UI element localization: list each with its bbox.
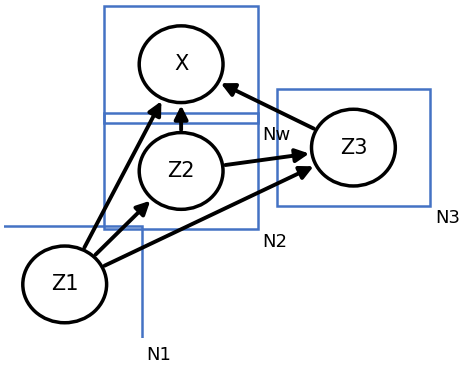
Ellipse shape xyxy=(139,26,223,103)
Text: N2: N2 xyxy=(263,233,288,251)
Text: Nw: Nw xyxy=(263,126,291,144)
Text: Z2: Z2 xyxy=(167,161,195,181)
Bar xyxy=(0,226,142,343)
Ellipse shape xyxy=(23,246,107,323)
Bar xyxy=(104,113,258,229)
Text: X: X xyxy=(174,54,188,74)
Ellipse shape xyxy=(311,109,395,186)
Ellipse shape xyxy=(139,132,223,209)
Text: N3: N3 xyxy=(435,209,460,227)
Bar xyxy=(277,89,430,206)
Text: Z1: Z1 xyxy=(51,275,79,294)
Text: N1: N1 xyxy=(146,346,171,364)
Bar xyxy=(104,6,258,123)
Text: Z3: Z3 xyxy=(340,138,367,157)
